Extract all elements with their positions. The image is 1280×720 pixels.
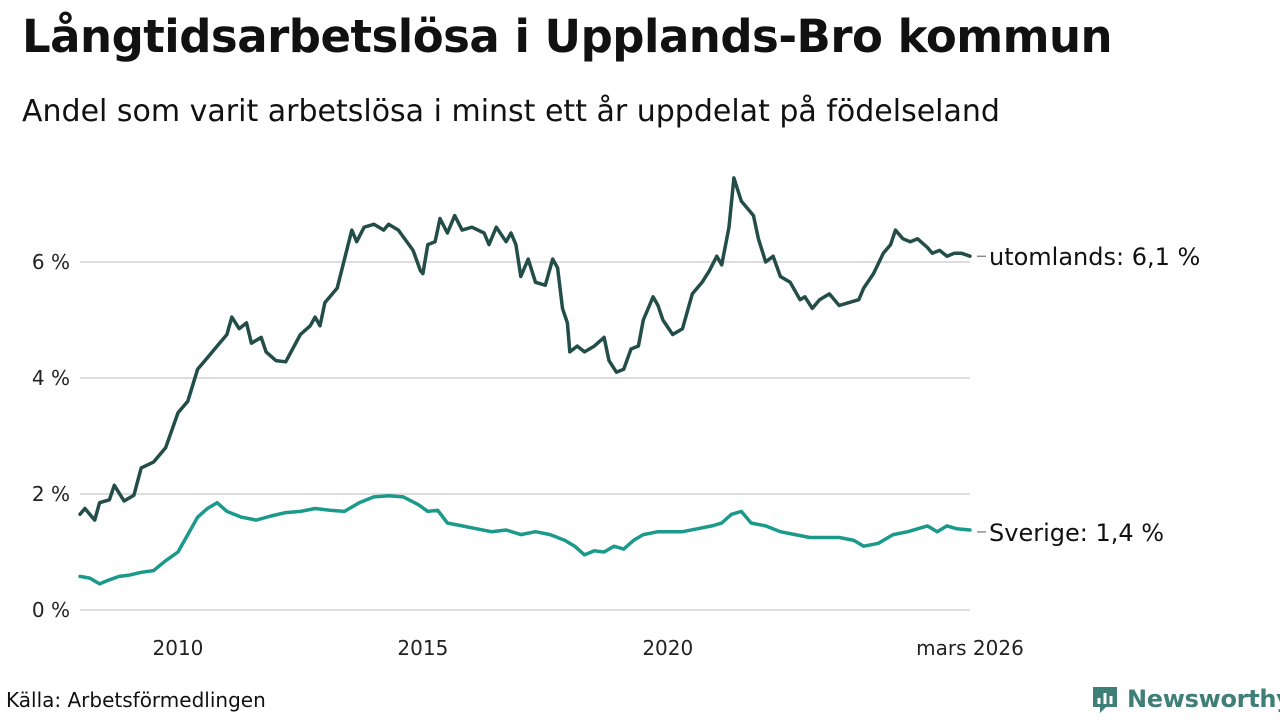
x-tick-label-0: 2010 <box>153 636 204 660</box>
end-labels: utomlands: 6,1 % Sverige: 1,4 % <box>977 243 1200 547</box>
chart-title: Långtidsarbetslösa i Upplands-Bro kommun <box>22 10 1113 63</box>
x-axis-ticks: 2010 2015 2020 mars 2026 <box>153 636 1024 660</box>
source-note: Källa: Arbetsförmedlingen <box>6 688 266 712</box>
chart-subtitle: Andel som varit arbetslösa i minst ett å… <box>22 94 1000 129</box>
end-label-sverige: Sverige: 1,4 % <box>989 519 1164 547</box>
bar-chart-icon <box>1093 687 1117 713</box>
x-tick-label-2: 2020 <box>642 636 693 660</box>
y-tick-label-2: 4 % <box>32 366 70 390</box>
x-tick-label-3: mars 2026 <box>916 636 1024 660</box>
y-tick-label-3: 6 % <box>32 250 70 274</box>
newsworthy-logo[interactable]: Newsworthy <box>1090 684 1280 714</box>
brand-name: Newsworthy <box>1127 685 1280 713</box>
gridlines <box>80 261 970 611</box>
y-tick-label-0: 0 % <box>32 598 70 622</box>
end-label-utomlands: utomlands: 6,1 % <box>989 243 1200 271</box>
series-lines <box>78 176 972 586</box>
series-line-sverige <box>78 493 972 586</box>
y-tick-label-1: 2 % <box>32 482 70 506</box>
series-line-utomlands <box>78 176 972 522</box>
y-axis-ticks: 0 % 2 % 4 % 6 % <box>32 250 70 622</box>
x-tick-label-1: 2015 <box>397 636 448 660</box>
